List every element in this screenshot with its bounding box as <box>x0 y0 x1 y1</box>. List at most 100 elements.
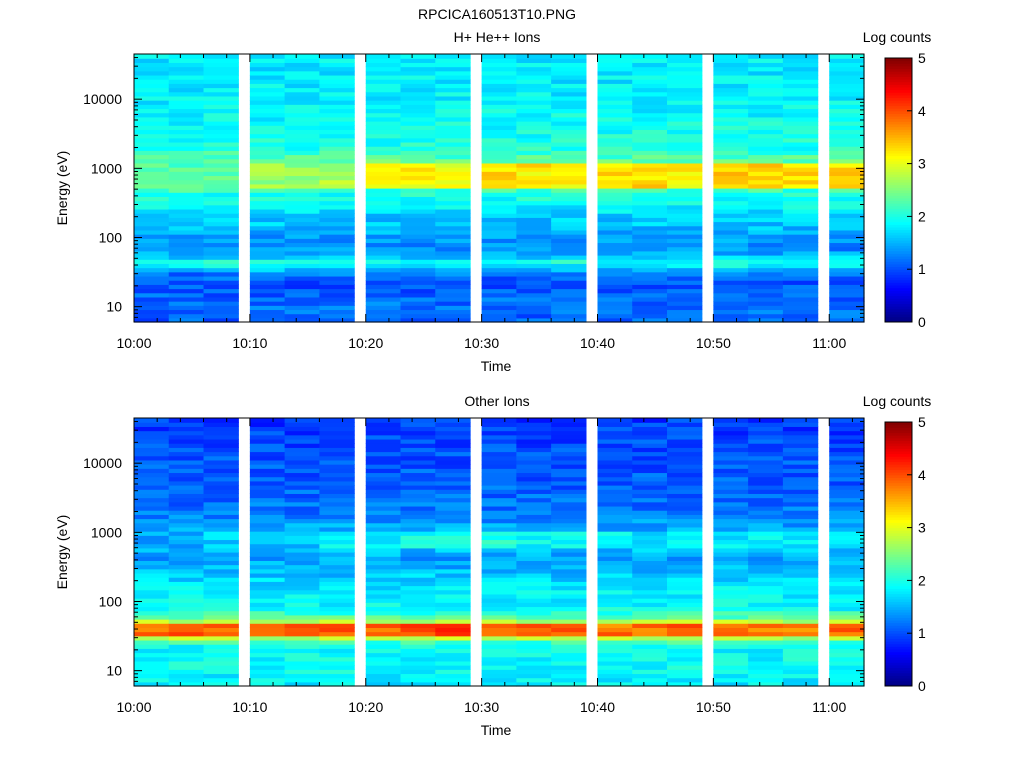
heatmap-cell <box>597 472 633 478</box>
heatmap-cell <box>249 656 286 662</box>
heatmap-cell <box>713 677 749 683</box>
heatmap-cell <box>597 585 633 591</box>
heatmap-cell <box>713 317 749 323</box>
heatmap-cell <box>748 464 784 469</box>
heatmap-cell <box>713 464 749 469</box>
heatmap-cell <box>516 137 552 143</box>
heatmap-cell <box>597 196 633 202</box>
heatmap-cell <box>829 480 865 486</box>
heatmap-cell <box>203 70 239 76</box>
heatmap-cell <box>435 673 471 679</box>
heatmap-cell <box>667 305 703 311</box>
heatmap-cell <box>713 489 749 494</box>
heatmap-cell <box>551 543 587 549</box>
colorbar-segment <box>885 440 912 444</box>
heatmap-cell <box>829 108 865 114</box>
heatmap-cell <box>597 79 633 84</box>
heatmap-cell <box>319 213 355 218</box>
heatmap-cell <box>249 677 286 683</box>
heatmap-cell <box>365 673 402 679</box>
heatmap-cell <box>365 614 402 620</box>
heatmap-cell <box>551 485 587 490</box>
x-tick-label: 10:10 <box>232 699 267 715</box>
heatmap-cell <box>597 430 633 436</box>
heatmap-cell <box>400 539 436 545</box>
heatmap-cell <box>400 213 436 218</box>
heatmap-cell <box>400 572 436 578</box>
heatmap-cell <box>632 280 668 285</box>
colorbar-segment <box>885 68 912 72</box>
heatmap-cell <box>667 238 703 244</box>
heatmap-cell <box>168 577 205 582</box>
heatmap-cell <box>284 652 320 658</box>
heatmap-cell <box>481 497 517 503</box>
heatmap-cell <box>400 133 436 139</box>
heatmap-cell <box>481 146 517 151</box>
heatmap-cell <box>168 192 205 197</box>
heatmap-cell <box>203 259 239 264</box>
heatmap-cell <box>829 54 865 59</box>
heatmap-cell <box>168 175 205 181</box>
heatmap-cell <box>365 514 402 520</box>
heatmap-cell <box>203 288 239 294</box>
heatmap-cell <box>435 556 471 561</box>
heatmap-cell <box>713 175 749 181</box>
heatmap-cell <box>829 510 865 515</box>
heatmap-cell <box>168 610 205 616</box>
x-tick-label: 10:20 <box>348 699 383 715</box>
heatmap-cell <box>829 280 865 285</box>
heatmap-cell <box>632 623 668 628</box>
heatmap-cell <box>551 179 587 185</box>
y-tick-label: 10000 <box>83 455 122 471</box>
heatmap-cell <box>748 547 784 553</box>
heatmap-cell <box>667 681 703 687</box>
heatmap-cell <box>400 602 436 608</box>
heatmap-cell <box>134 430 170 436</box>
heatmap-cell <box>249 54 286 59</box>
heatmap-cell <box>829 522 865 528</box>
heatmap-cell <box>782 606 819 612</box>
heatmap-cell <box>249 91 286 97</box>
heatmap-cell <box>134 229 170 235</box>
heatmap-cell <box>319 313 355 319</box>
heatmap-cell <box>782 648 819 654</box>
heatmap-cell <box>168 104 205 110</box>
heatmap-cell <box>632 100 668 105</box>
heatmap-cell <box>782 589 819 595</box>
y-tick-label: 1000 <box>91 160 122 176</box>
heatmap-cell <box>284 610 320 616</box>
heatmap-cell <box>667 510 703 515</box>
heatmap-cell <box>667 167 703 172</box>
heatmap-cell <box>134 665 170 670</box>
colorbar-segment <box>885 646 912 650</box>
heatmap-cell <box>632 451 668 457</box>
colorbar-segment <box>885 448 912 452</box>
heatmap-cell <box>748 66 784 72</box>
heatmap-cell <box>481 598 517 603</box>
heatmap-cell <box>203 472 239 478</box>
heatmap-cell <box>632 602 668 608</box>
heatmap-cell <box>748 438 784 444</box>
heatmap-cell <box>748 472 784 478</box>
heatmap-cell <box>249 464 286 469</box>
heatmap-cell <box>632 246 668 252</box>
heatmap-grid <box>134 54 865 323</box>
heatmap-cell <box>829 598 865 603</box>
heatmap-cell <box>481 275 517 281</box>
heatmap-cell <box>319 489 355 494</box>
heatmap-cell <box>319 188 355 193</box>
heatmap-cell <box>400 263 436 269</box>
heatmap-cell <box>516 154 552 160</box>
heatmap-cell <box>365 606 402 612</box>
colorbar-segment <box>885 482 912 486</box>
heatmap-cell <box>782 535 819 541</box>
colorbar-segment <box>885 160 912 165</box>
heatmap-cell <box>400 91 436 97</box>
heatmap-cell <box>748 255 784 260</box>
heatmap-cell <box>168 564 205 570</box>
heatmap-cell <box>667 656 703 662</box>
heatmap-cell <box>667 217 703 223</box>
heatmap-cell <box>249 543 286 549</box>
heatmap-cell <box>203 179 239 185</box>
heatmap-cell <box>284 518 320 524</box>
